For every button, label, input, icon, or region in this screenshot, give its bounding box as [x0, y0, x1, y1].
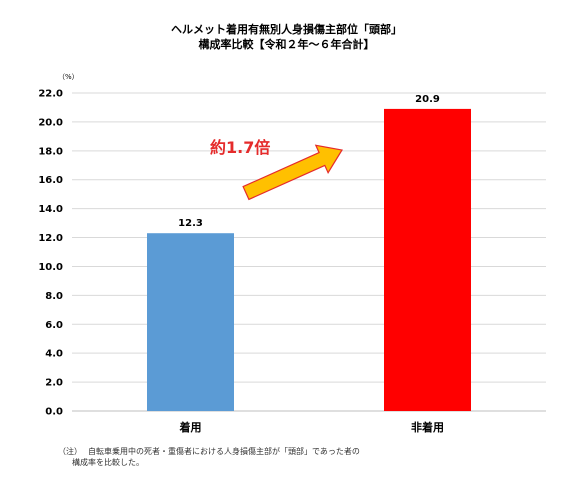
- annotation-text: 約1.7倍: [210, 138, 270, 157]
- chart-subtitle: 構成率比較【令和２年～６年合計】: [198, 38, 375, 51]
- x-category-label: 非着用: [411, 420, 444, 434]
- y-tick-label: 4.0: [45, 349, 63, 360]
- footnote-line-2: 構成率を比較した。: [72, 458, 144, 467]
- footnote-line-1: 自転車乗用中の死者・重傷者における人身損傷主部が「頭部」であった者の: [88, 447, 360, 456]
- bar-wearing: [147, 233, 234, 411]
- y-tick-label: 12.0: [38, 233, 63, 244]
- footnote-tag: （注）: [58, 447, 82, 456]
- data-label: 20.9: [415, 94, 440, 105]
- y-tick-label: 20.0: [38, 117, 63, 128]
- y-tick-label: 14.0: [38, 204, 63, 215]
- y-tick-label: 18.0: [38, 146, 63, 157]
- y-tick-label: 2.0: [45, 378, 63, 389]
- y-unit-label: （%）: [58, 73, 79, 81]
- comparison-annotation: 約1.7倍: [210, 138, 343, 201]
- y-tick-label: 10.0: [38, 262, 63, 273]
- footnote: （注） 自転車乗用中の死者・重傷者における人身損傷主部が「頭部」であった者の 構成…: [58, 446, 558, 468]
- chart-title: ヘルメット着用有無別人身損傷主部位「頭部」: [171, 23, 402, 36]
- y-tick-label: 0.0: [45, 407, 63, 418]
- chart-title-block: ヘルメット着用有無別人身損傷主部位「頭部」 構成率比較【令和２年～６年合計】: [0, 22, 573, 52]
- bar-not-wearing: [384, 108, 471, 412]
- y-tick-label: 8.0: [45, 291, 63, 302]
- y-tick-label: 16.0: [38, 175, 63, 186]
- gridlines: [72, 92, 546, 412]
- data-labels: 12.3 20.9: [178, 94, 440, 229]
- x-category-label: 着用: [179, 420, 202, 434]
- x-axis-labels: 着用 非着用: [179, 420, 445, 434]
- annotation-arrow: [242, 144, 343, 201]
- y-tick-label: 6.0: [45, 320, 63, 331]
- data-label: 12.3: [178, 218, 203, 229]
- y-tick-label: 22.0: [38, 89, 63, 100]
- y-axis-ticks: 0.0 2.0 4.0 6.0 8.0 10.0 12.0 14.0 16.0 18.0 20.0 2…: [38, 73, 78, 418]
- bars: [147, 108, 471, 412]
